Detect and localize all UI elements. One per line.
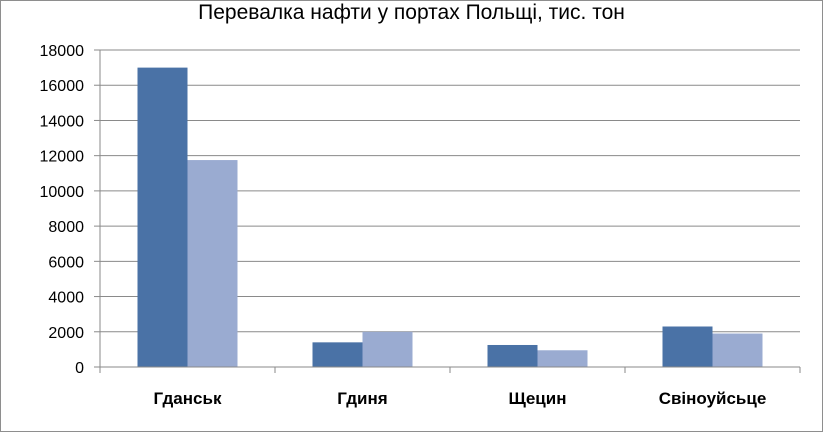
bar-4-series-1: [662, 326, 713, 367]
bar-1-series-2: [187, 160, 238, 367]
y-tick-label: 18000: [40, 43, 85, 60]
y-tick-label: 8000: [48, 219, 84, 236]
y-tick-label: 4000: [48, 290, 84, 307]
bar-2-series-1: [312, 342, 363, 367]
bar-3-series-1: [487, 344, 538, 367]
y-tick-label: 12000: [40, 149, 85, 166]
x-tick-label: Гданськ: [154, 389, 222, 408]
x-tick-label: Свіноуйсьце: [659, 389, 767, 408]
bar-3-series-2: [537, 350, 588, 367]
y-tick-label: 10000: [40, 184, 85, 201]
y-tick-label: 0: [75, 360, 84, 377]
y-tick-label: 6000: [48, 254, 84, 271]
axes: [94, 49, 801, 373]
tick-labels: 0 2000 4000 6000 8000 10000 12000 14000 16000 180…: [40, 43, 767, 408]
y-tick-label: 14000: [40, 113, 85, 130]
bar-4-series-2: [712, 333, 763, 367]
y-tick-label: 16000: [40, 78, 85, 95]
x-tick-label: Щецин: [509, 389, 567, 408]
x-tick-label: Гдиня: [337, 389, 387, 408]
bar-1-series-1: [137, 67, 188, 367]
y-tick-label: 2000: [48, 325, 84, 342]
chart-title: Перевалка нафти у портах Польщі, тис. то…: [198, 1, 625, 24]
bar-2-series-2: [362, 331, 413, 367]
bars: [137, 67, 763, 367]
